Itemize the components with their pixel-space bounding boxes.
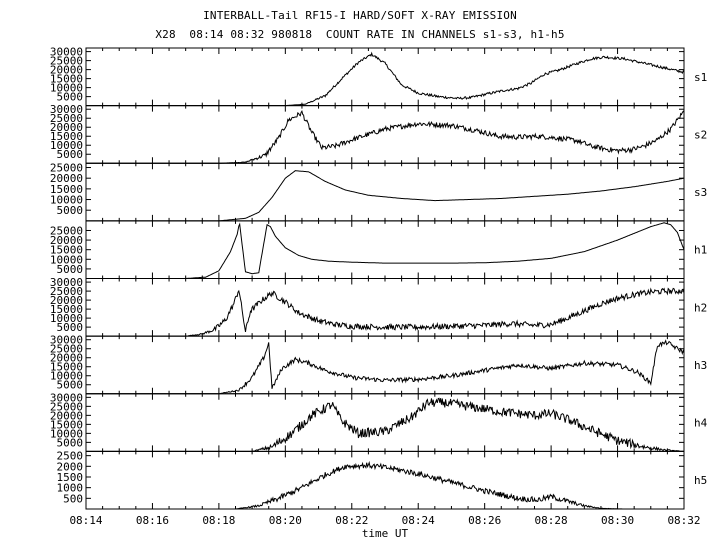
channel-label-s3: s3 <box>694 186 707 199</box>
x-tick-label-0820: 08:20 <box>269 514 302 527</box>
channel-label-h5: h5 <box>694 474 707 487</box>
y-tick-label-h4-15000: 15000 <box>50 418 83 431</box>
y-tick-label-s3-5000: 5000 <box>57 204 84 217</box>
y-tick-label-s3-15000: 15000 <box>50 183 83 196</box>
y-tick-label-h2-10000: 10000 <box>50 312 83 325</box>
channel-label-h4: h4 <box>694 417 708 430</box>
y-tick-label-h4-5000: 5000 <box>57 436 84 449</box>
y-tick-label-h5-1000: 1000 <box>57 482 84 495</box>
x-tick-label-0824: 08:24 <box>402 514 435 527</box>
channel-label-h3: h3 <box>694 359 707 372</box>
y-tick-label-h5-500: 500 <box>63 492 83 505</box>
y-tick-label-h1-20000: 20000 <box>50 234 83 247</box>
y-tick-label-h5-1500: 1500 <box>57 471 84 484</box>
y-tick-label-h4-20000: 20000 <box>50 409 83 422</box>
y-tick-label-h3-25000: 25000 <box>50 343 83 356</box>
y-tick-label-h4-30000: 30000 <box>50 391 83 404</box>
y-tick-label-s1-30000: 30000 <box>50 46 83 59</box>
x-tick-label-0822: 08:22 <box>335 514 368 527</box>
y-tick-label-h1-5000: 5000 <box>57 263 84 276</box>
y-tick-label-h2-25000: 25000 <box>50 285 83 298</box>
y-tick-label-s3-20000: 20000 <box>50 172 83 185</box>
y-tick-label-h4-10000: 10000 <box>50 427 83 440</box>
series-line-h5 <box>86 460 684 510</box>
x-tick-label-0816: 08:16 <box>136 514 169 527</box>
series-line-h3 <box>86 339 685 395</box>
series-line-h1 <box>86 222 685 279</box>
y-tick-label-h1-15000: 15000 <box>50 244 83 257</box>
series-line-h2 <box>86 287 685 337</box>
panel-frame-h1 <box>85 220 685 279</box>
x-tick-label-0826: 08:26 <box>468 514 501 527</box>
y-tick-label-s3-10000: 10000 <box>50 194 83 207</box>
series-line-s3 <box>86 170 685 222</box>
y-tick-label-s2-20000: 20000 <box>50 121 83 134</box>
y-tick-label-s1-5000: 5000 <box>57 91 84 104</box>
y-tick-label-s1-10000: 10000 <box>50 82 83 95</box>
panel-frame-s2 <box>85 105 685 164</box>
y-tick-label-h3-5000: 5000 <box>57 379 84 392</box>
panel-frame-h5 <box>85 450 685 510</box>
y-tick-label-h2-30000: 30000 <box>50 276 83 289</box>
series-line-h4 <box>86 397 685 452</box>
y-tick-label-h1-25000: 25000 <box>50 224 83 237</box>
y-tick-label-s3-25000: 25000 <box>50 162 83 175</box>
y-tick-label-s1-25000: 25000 <box>50 55 83 68</box>
y-tick-label-h3-30000: 30000 <box>50 334 83 347</box>
chart-title: INTERBALL-Tail RF15-I HARD/SOFT X-RAY EM… <box>203 9 517 22</box>
y-tick-label-h4-25000: 25000 <box>50 400 83 413</box>
y-tick-label-s1-15000: 15000 <box>50 73 83 86</box>
chart-subtitle: X28 08:14 08:32 980818 COUNT RATE IN CHA… <box>155 28 565 41</box>
channel-label-s1: s1 <box>694 71 707 84</box>
panel-frame-h4 <box>85 393 685 452</box>
channel-label-h2: h2 <box>694 301 707 314</box>
x-tick-label-0832: 08:32 <box>667 514 700 527</box>
y-tick-label-h2-5000: 5000 <box>57 321 84 334</box>
y-tick-label-s2-30000: 30000 <box>50 103 83 116</box>
y-tick-label-h2-15000: 15000 <box>50 303 83 316</box>
panel-frame-s1 <box>85 47 685 107</box>
y-tick-label-s2-15000: 15000 <box>50 130 83 143</box>
y-tick-label-h5-2000: 2000 <box>57 460 84 473</box>
y-tick-label-s1-20000: 20000 <box>50 64 83 77</box>
y-tick-label-h5-2500: 2500 <box>57 450 84 463</box>
series-line-s1 <box>86 51 685 107</box>
y-tick-label-s2-10000: 10000 <box>50 139 83 152</box>
x-tick-label-0830: 08:30 <box>601 514 634 527</box>
y-tick-label-h3-10000: 10000 <box>50 370 83 383</box>
channel-label-s2: s2 <box>694 128 707 141</box>
x-tick-label-0814: 08:14 <box>69 514 102 527</box>
channel-label-h1: h1 <box>694 244 707 257</box>
x-axis-label: time UT <box>362 527 409 540</box>
y-tick-label-h2-20000: 20000 <box>50 294 83 307</box>
y-tick-label-h1-10000: 10000 <box>50 253 83 266</box>
y-tick-label-s2-5000: 5000 <box>57 148 84 161</box>
x-tick-label-0818: 08:18 <box>202 514 235 527</box>
y-tick-label-h3-20000: 20000 <box>50 352 83 365</box>
series-line-s2 <box>86 110 685 164</box>
x-tick-label-0828: 08:28 <box>535 514 568 527</box>
y-tick-label-s2-25000: 25000 <box>50 112 83 125</box>
y-tick-label-h3-15000: 15000 <box>50 361 83 374</box>
